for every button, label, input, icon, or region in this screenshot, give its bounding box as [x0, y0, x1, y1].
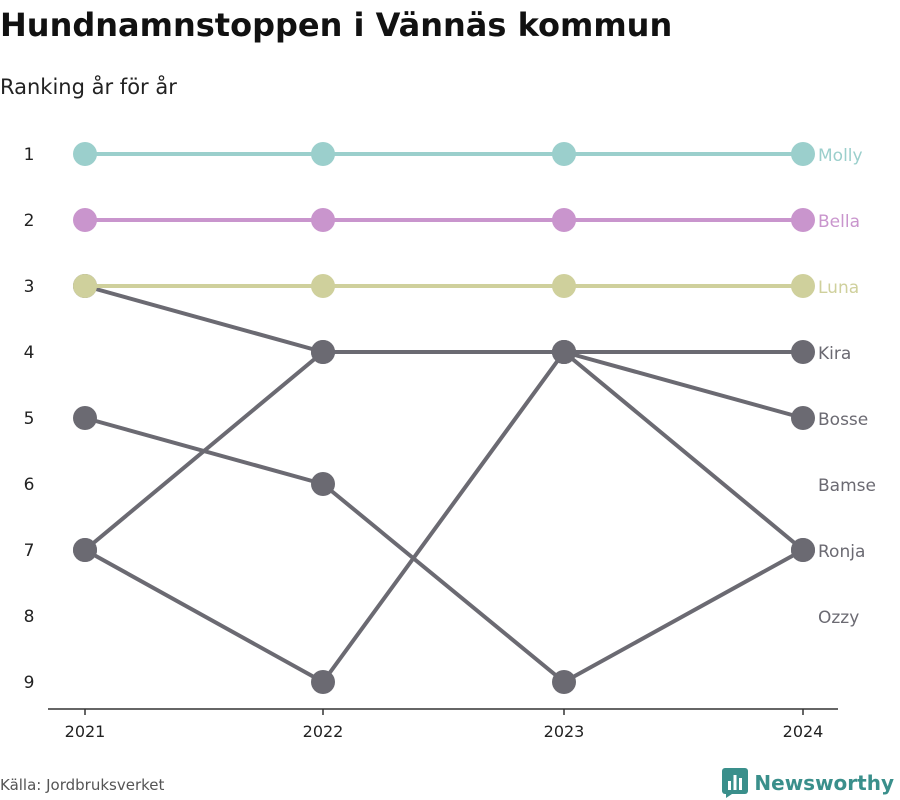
point-bamse-2021	[73, 406, 97, 430]
point-molly-2024	[791, 142, 815, 166]
point-bamse-2023	[552, 670, 576, 694]
series-line-bamse	[84, 416, 804, 684]
point-bella-2023	[552, 208, 576, 232]
chart-title: Hundnamnstoppen i Vännäs kommun	[0, 6, 673, 44]
point-bella-2024	[791, 208, 815, 232]
y-tick-label-4: 4	[24, 343, 35, 363]
point-bella-2021	[73, 208, 97, 232]
y-tick-label-5: 5	[24, 409, 35, 429]
point-molly-2021	[73, 142, 97, 166]
series-kira	[73, 340, 815, 562]
end-label-luna: Luna	[818, 278, 859, 298]
bump-chart: 2021 2022 2023 2024 1 2 3 4 5 6 7 8 9 Molly Bella Luna K…	[24, 142, 876, 741]
series-ronja	[73, 340, 815, 694]
point-bosse-2024	[791, 406, 815, 430]
point-ronja-2024	[791, 538, 815, 562]
end-label-ozzy: Ozzy	[818, 608, 859, 628]
chart-subtitle: Ranking år för år	[0, 75, 177, 99]
end-label-kira: Kira	[818, 344, 851, 364]
series-molly	[73, 142, 815, 166]
point-ronja-2021	[73, 538, 97, 562]
point-luna-2022	[311, 274, 335, 298]
series-line-bosse	[84, 284, 804, 420]
point-luna-2023	[552, 274, 576, 298]
y-tick-label-1: 1	[24, 145, 35, 165]
series-bamse	[73, 406, 815, 694]
y-tick-label-7: 7	[24, 541, 35, 561]
point-molly-2023	[552, 142, 576, 166]
series-line-ronja	[84, 350, 805, 684]
end-label-ronja: Ronja	[818, 542, 865, 562]
point-kira-2024	[791, 340, 815, 364]
end-label-bamse: Bamse	[818, 476, 876, 496]
brand-logo: Newsworthy	[722, 768, 894, 798]
point-bella-2022	[311, 208, 335, 232]
end-label-molly: Molly	[818, 146, 863, 166]
point-bosse-2022	[311, 340, 335, 364]
y-tick-label-9: 9	[24, 673, 35, 693]
point-luna-2021	[73, 274, 97, 298]
source-note: Källa: Jordbruksverket	[0, 776, 165, 794]
point-luna-2024	[791, 274, 815, 298]
end-label-bella: Bella	[818, 212, 860, 232]
x-tick-label-2024: 2024	[783, 722, 824, 741]
point-bamse-2022	[311, 472, 335, 496]
series-line-kira	[83, 350, 803, 552]
series-bella	[73, 208, 815, 232]
x-tick-label-2021: 2021	[65, 722, 106, 741]
point-molly-2022	[311, 142, 335, 166]
y-tick-label-3: 3	[24, 277, 35, 297]
point-ronja-2022	[311, 670, 335, 694]
bar-chart-logo-icon	[722, 768, 749, 798]
x-tick-label-2023: 2023	[544, 722, 585, 741]
brand-name: Newsworthy	[754, 771, 894, 795]
y-tick-label-2: 2	[24, 211, 35, 231]
series-luna	[73, 274, 815, 298]
point-ronja-2023	[552, 340, 576, 364]
x-tick-label-2022: 2022	[303, 722, 344, 741]
y-tick-label-6: 6	[24, 475, 35, 495]
y-tick-label-8: 8	[24, 607, 35, 627]
end-label-bosse: Bosse	[818, 410, 868, 430]
